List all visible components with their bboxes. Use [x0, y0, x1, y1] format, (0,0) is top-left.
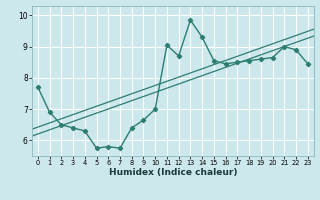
X-axis label: Humidex (Indice chaleur): Humidex (Indice chaleur)	[108, 168, 237, 177]
